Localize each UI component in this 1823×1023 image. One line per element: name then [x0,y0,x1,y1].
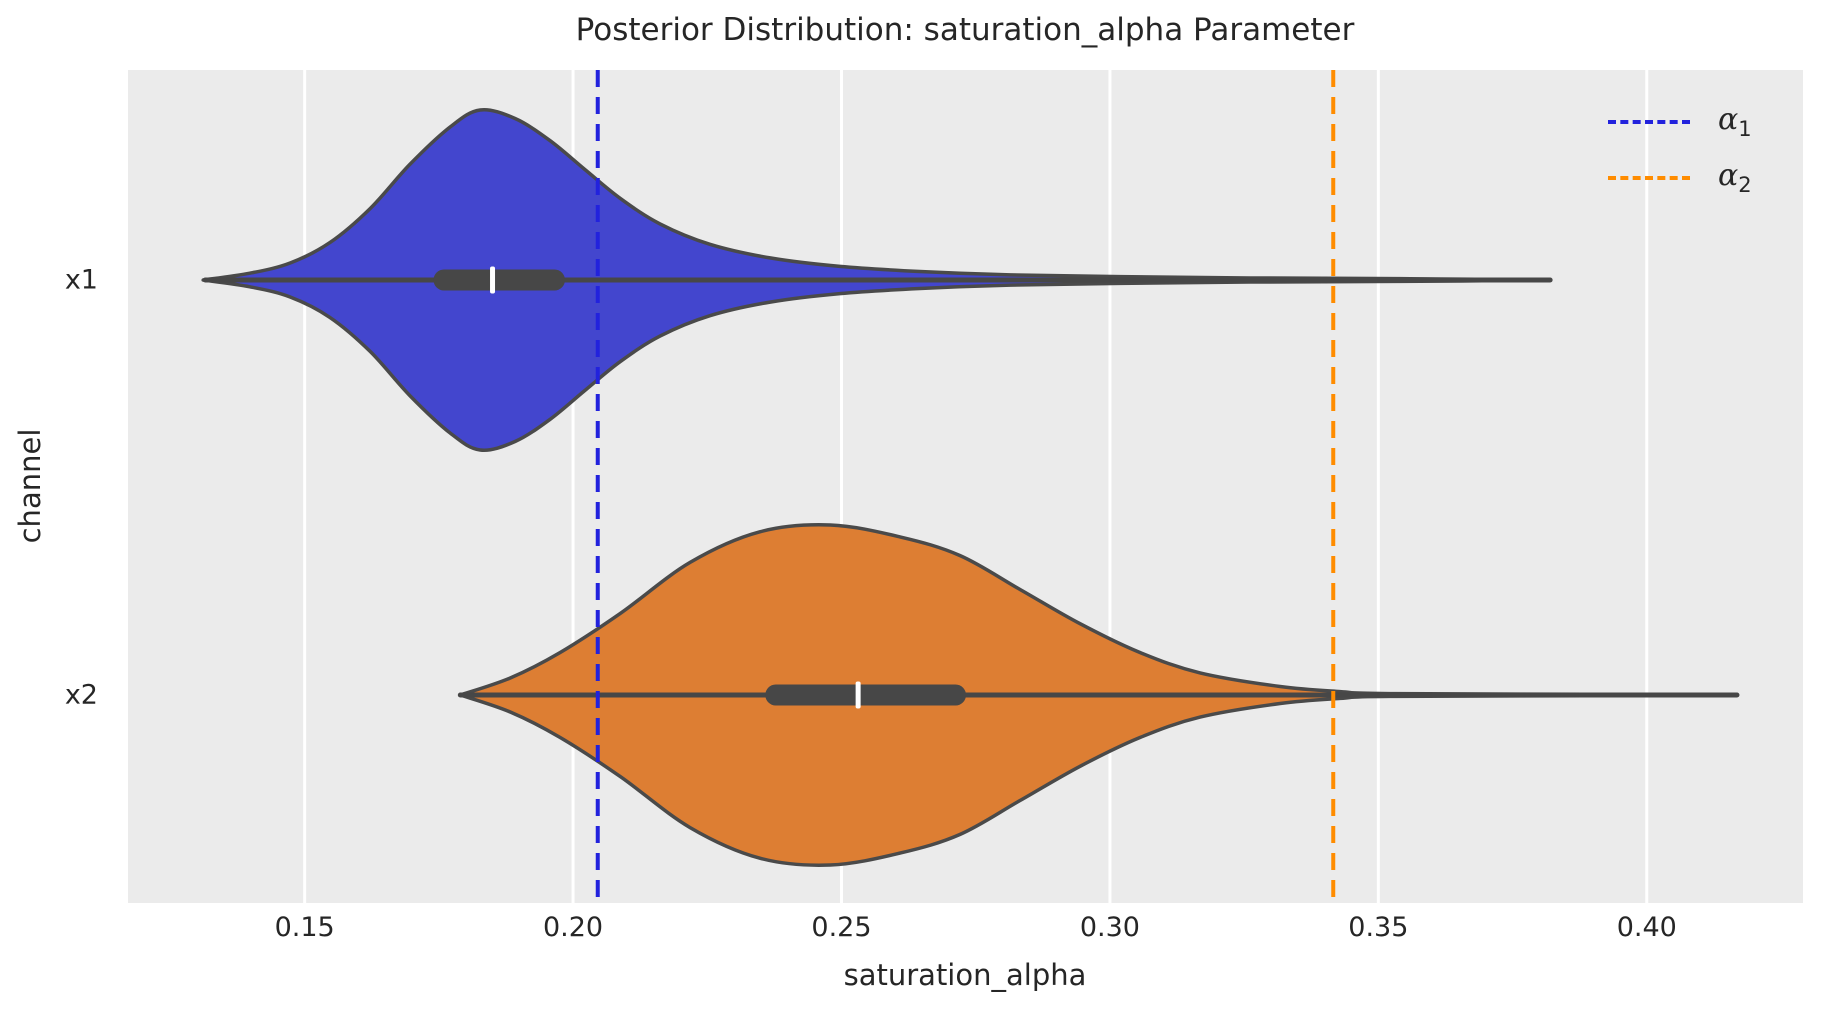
x-tick-label-0.15: 0.15 [274,912,335,943]
x-tick-label-0.30: 0.30 [1079,912,1140,943]
y-axis-label: channel [13,428,47,544]
alpha2-dashed-line-icon [1608,176,1690,180]
violin-shapes [201,108,1740,867]
alpha1-symbol: α [1718,101,1739,137]
x-tick-label-0.35: 0.35 [1348,912,1409,943]
y-category-label-x1: x1 [64,264,98,296]
y-axis-category-labels: x1 x2 [0,0,112,1023]
alpha1-subscript: 1 [1738,116,1752,141]
legend: α1 α2 [1608,94,1752,206]
x-tick-label-0.25: 0.25 [811,912,872,943]
x-axis-label: saturation_alpha [843,958,1087,992]
reference-lines [595,70,1336,903]
alpha2-subscript: 2 [1738,172,1752,197]
x-tick-label-0.20: 0.20 [542,912,604,943]
chart-title: Posterior Distribution: saturation_alpha… [575,12,1355,48]
alpha1-legend-label: α1 [1718,101,1752,141]
x-axis-tick-labels: 0.15 0.20 0.25 0.30 0.35 0.40 [0,912,1823,952]
alpha2-legend-label: α2 [1718,157,1752,197]
y-category-label-x2: x2 [64,679,98,711]
alpha1-dashed-line-icon [1608,120,1690,124]
legend-entry-alpha2: α2 [1608,150,1752,206]
alpha2-symbol: α [1718,157,1739,193]
x-tick-label-0.40: 0.40 [1616,912,1677,943]
legend-entry-alpha1: α1 [1608,94,1752,150]
